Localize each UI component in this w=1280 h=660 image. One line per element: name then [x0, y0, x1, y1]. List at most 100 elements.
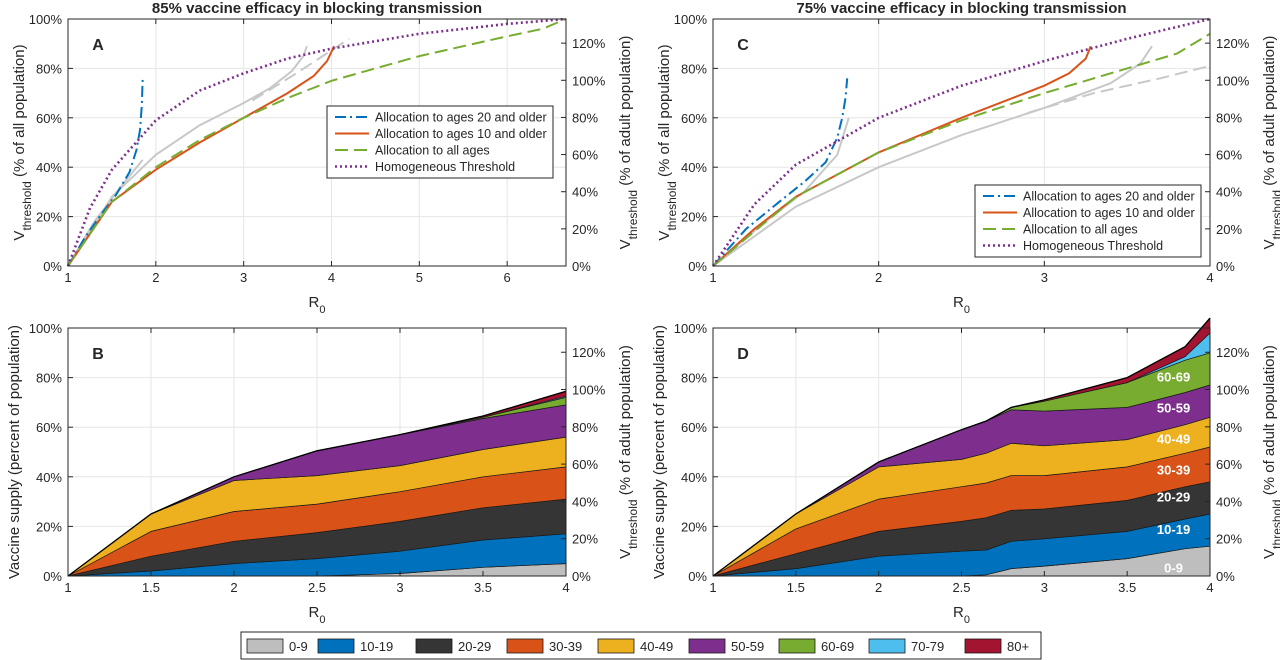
legend-swatch	[246, 638, 284, 654]
grey-curve	[1027, 64, 1211, 114]
x-tick-label: 3	[396, 580, 403, 595]
legend-swatch	[415, 638, 453, 654]
legend-label: Allocation to ages 10 and older	[375, 127, 547, 141]
series-line-allocation-to-ages-20-and-older	[67, 78, 144, 267]
series-line-homogeneous-threshold	[66, 17, 567, 267]
grey-curve	[712, 45, 1153, 267]
y2-tick-label: 60%	[572, 457, 598, 472]
legend-label: 20-29	[458, 639, 491, 654]
legend-label: 30-39	[549, 639, 582, 654]
x-axis-label: R0	[309, 294, 326, 316]
x-tick-label: 2	[152, 270, 159, 285]
x-tick-label: 3.5	[1118, 580, 1136, 595]
x-tick-label: 1	[709, 580, 716, 595]
series-line-allocation-to-ages-10-and-older	[712, 45, 1092, 267]
y2-axis-label: Vthreshold (% of adult population)	[617, 36, 640, 250]
x-tick-label: 4	[1206, 580, 1213, 595]
series-legend: Allocation to ages 20 and older Allocatio…	[326, 105, 554, 179]
y2-tick-label: 20%	[572, 222, 598, 237]
y2-tick-label: 0%	[1216, 569, 1235, 584]
y2-axis-label: Vthreshold (% of adult population)	[617, 345, 640, 559]
legend-label: Allocation to ages 20 and older	[1023, 190, 1195, 204]
y-axis-label: Vthreshold (% of all population)	[656, 44, 679, 240]
legend-box	[240, 631, 1042, 660]
chart-title: 85% vaccine efficacy in blocking transmi…	[152, 0, 482, 17]
legend-label: Allocation to all ages	[375, 144, 490, 158]
y2-tick-label: 80%	[1216, 110, 1242, 125]
total-outline	[712, 317, 1211, 577]
y-tick-label: 60%	[36, 111, 62, 126]
y2-tick-label: 60%	[572, 148, 598, 163]
panel-d: 1 1.5 2 2.5 3 3.5 40%20%40%60%80%100%0%20%40%6…	[651, 317, 1280, 626]
series-legend: Allocation to ages 20 and older Allocatio…	[974, 184, 1202, 258]
y2-tick-label: 80%	[572, 420, 598, 435]
series-line-homogeneous-threshold	[711, 17, 1211, 267]
x-tick-label: 4	[562, 580, 569, 595]
y2-tick-label: 120%	[1216, 36, 1250, 51]
y2-tick-label: 20%	[572, 532, 598, 547]
y2-tick-label: 0%	[572, 569, 591, 584]
x-tick-label: 1.5	[142, 580, 160, 595]
x-axis-label: R0	[953, 294, 970, 316]
y-axis-label: Vaccine supply (percent of population)	[651, 325, 668, 579]
y2-axis-label: Vthreshold (% of adult population)	[1261, 345, 1280, 559]
y-tick-label: 100%	[29, 12, 63, 27]
y-tick-label: 60%	[681, 111, 707, 126]
y-tick-label: 80%	[36, 61, 62, 76]
y2-tick-label: 100%	[572, 383, 606, 398]
y-axis-label: Vaccine supply (percent of population)	[6, 325, 23, 579]
legend-label: 50-59	[731, 639, 764, 654]
y2-axis-label: Vthreshold (% of adult population)	[1261, 36, 1280, 250]
y-tick-label: 0%	[688, 259, 707, 274]
x-tick-label: 3.5	[474, 580, 492, 595]
x-tick-label: 2.5	[952, 580, 970, 595]
panel-letter: C	[737, 37, 749, 54]
y2-tick-label: 60%	[1216, 457, 1242, 472]
x-tick-label: 6	[504, 270, 511, 285]
y-tick-label: 80%	[36, 371, 62, 386]
x-tick-label: 4	[1206, 270, 1213, 285]
legend-swatch	[597, 638, 635, 654]
legend-swatch	[964, 638, 1002, 654]
y2-tick-label: 40%	[1216, 185, 1242, 200]
y-tick-label: 0%	[688, 569, 707, 584]
legend-swatch	[317, 638, 355, 654]
x-tick-label: 4	[328, 270, 335, 285]
y-tick-label: 40%	[36, 160, 62, 175]
y-tick-label: 60%	[681, 420, 707, 435]
y-tick-label: 80%	[681, 61, 707, 76]
total-outline	[67, 390, 567, 577]
axes-frame	[712, 18, 1211, 267]
y-tick-label: 0%	[43, 569, 62, 584]
legend-label: 10-19	[360, 639, 393, 654]
x-tick-label: 2.5	[308, 580, 326, 595]
y-tick-label: 20%	[36, 519, 62, 534]
x-tick-label: 3	[1041, 580, 1048, 595]
y-tick-label: 60%	[36, 420, 62, 435]
area-label: 30-39	[1157, 462, 1190, 477]
legend-label: 60-69	[821, 639, 854, 654]
legend-label: Allocation to ages 20 and older	[375, 111, 547, 125]
y-tick-label: 20%	[681, 210, 707, 225]
y-tick-label: 20%	[681, 519, 707, 534]
x-tick-label: 2	[230, 580, 237, 595]
legend-label: Allocation to ages 10 and older	[1023, 206, 1195, 220]
legend-label: Allocation to all ages	[1023, 223, 1138, 237]
y2-tick-label: 80%	[1216, 420, 1242, 435]
legend-swatch	[506, 638, 544, 654]
legend-label: Homogeneous Threshold	[375, 160, 515, 174]
area-label: 60-69	[1157, 369, 1190, 384]
y2-tick-label: 40%	[572, 494, 598, 509]
x-tick-label: 2	[875, 580, 882, 595]
y2-tick-label: 40%	[572, 185, 598, 200]
y2-tick-label: 60%	[1216, 148, 1242, 163]
axes-frame	[67, 18, 567, 267]
x-tick-label: 1.5	[787, 580, 805, 595]
y2-tick-label: 120%	[572, 345, 606, 360]
x-axis-label: R0	[309, 604, 326, 626]
series-line-allocation-to-all-ages	[712, 32, 1211, 267]
x-axis-label: R0	[953, 604, 970, 626]
y-tick-label: 20%	[36, 210, 62, 225]
legend-swatch	[868, 638, 906, 654]
